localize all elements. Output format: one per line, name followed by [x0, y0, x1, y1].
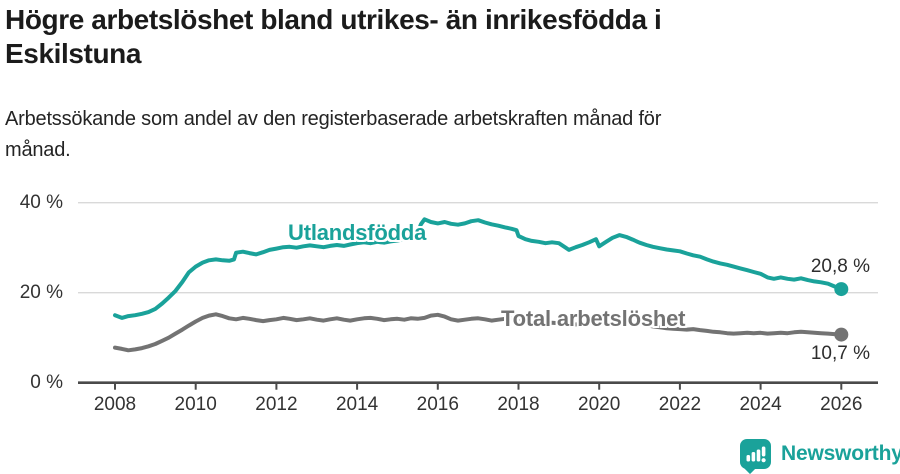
series-label-utlandsfodda: Utlandsfödda — [288, 220, 427, 245]
end-value-label-total: 10,7 % — [810, 343, 870, 364]
series-line-0 — [113, 217, 844, 320]
page-title-line1: Högre arbetslöshet bland utrikes- än inr… — [5, 4, 662, 35]
x-axis-label: 2012 — [255, 394, 298, 415]
x-axis-label: 2016 — [416, 394, 459, 415]
page-subtitle: Arbetssökande som andel av den registerb… — [5, 104, 661, 166]
newsworthy-logo-icon — [740, 439, 771, 474]
y-axis-label: 20 % — [19, 281, 63, 303]
y-axis-label: 40 % — [19, 191, 63, 213]
newsworthy-logo: Newsworthy — [740, 439, 900, 474]
x-axis-label: 2010 — [174, 394, 217, 415]
x-axis-label: 2020 — [578, 394, 621, 415]
x-axis-label: 2018 — [497, 394, 540, 415]
page-title-line2: Eskilstuna — [5, 38, 142, 69]
x-axis-label: 2026 — [820, 394, 863, 415]
x-axis-label: 2024 — [739, 394, 782, 415]
series-label-total-arbetsloshet: Total arbetslöshet — [501, 306, 686, 331]
end-value-label-utlandsfodda: 20,8 % — [810, 256, 870, 277]
x-axis-label: 2014 — [335, 394, 379, 415]
bar-chart-exclamation-icon — [746, 446, 766, 463]
newsworthy-brand-text: Newsworthy — [781, 442, 900, 465]
x-axis-label: 2008 — [93, 394, 137, 415]
page-subtitle-line1: Arbetssökande som andel av den registerb… — [5, 108, 662, 130]
page-title: Högre arbetslöshet bland utrikes- än inr… — [5, 3, 662, 71]
y-axis-label: 0 % — [30, 371, 63, 393]
series-end-dot-0 — [834, 282, 849, 297]
x-axis-label: 2022 — [658, 394, 702, 415]
series-end-dot-1 — [834, 327, 849, 342]
series-line-1 — [113, 312, 844, 353]
page-subtitle-line2: månad. — [5, 139, 71, 161]
